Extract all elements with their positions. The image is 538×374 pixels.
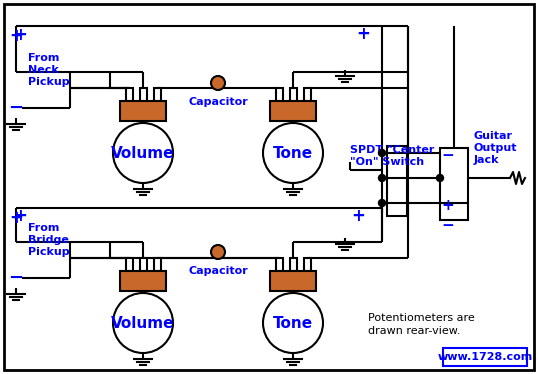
Text: Pickup: Pickup <box>28 247 69 257</box>
Circle shape <box>211 76 225 90</box>
Text: Neck: Neck <box>28 65 59 75</box>
Bar <box>303 88 310 101</box>
Bar <box>125 258 132 271</box>
Bar <box>289 258 296 271</box>
Text: Tone: Tone <box>273 316 313 331</box>
Bar <box>120 101 166 121</box>
Text: Tone: Tone <box>273 145 313 160</box>
Bar <box>153 88 160 101</box>
Text: SPDT "Center: SPDT "Center <box>350 145 434 155</box>
Circle shape <box>436 175 443 181</box>
Text: Pickup: Pickup <box>28 77 69 87</box>
Text: +: + <box>356 25 370 43</box>
Bar <box>153 258 160 271</box>
Circle shape <box>379 199 386 206</box>
Text: From: From <box>28 53 59 63</box>
Text: +: + <box>351 207 365 225</box>
Text: Volume: Volume <box>111 145 175 160</box>
Bar <box>139 88 146 101</box>
Circle shape <box>211 245 225 259</box>
Bar <box>270 271 316 291</box>
Bar <box>120 271 166 291</box>
Text: +: + <box>9 27 23 45</box>
Text: drawn rear-view.: drawn rear-view. <box>368 326 461 336</box>
Bar <box>440 148 468 220</box>
Text: Bridge: Bridge <box>28 235 69 245</box>
Text: +: + <box>13 207 27 225</box>
Circle shape <box>113 123 173 183</box>
Text: www.1728.com: www.1728.com <box>437 352 533 362</box>
Text: +: + <box>442 197 455 212</box>
Bar <box>125 88 132 101</box>
Circle shape <box>113 293 173 353</box>
Text: −: − <box>9 99 24 117</box>
Bar <box>270 101 316 121</box>
Text: −: − <box>9 269 24 287</box>
Text: −: − <box>442 218 455 233</box>
Circle shape <box>263 293 323 353</box>
Bar <box>289 88 296 101</box>
Text: Guitar: Guitar <box>474 131 513 141</box>
Text: +: + <box>13 26 27 44</box>
Text: −: − <box>442 147 455 162</box>
Bar <box>275 88 282 101</box>
Bar <box>303 258 310 271</box>
Text: From: From <box>28 223 59 233</box>
Bar <box>443 348 527 366</box>
Text: Capacitor: Capacitor <box>188 97 248 107</box>
Text: Potentiometers are: Potentiometers are <box>368 313 475 323</box>
Circle shape <box>379 150 386 156</box>
Text: Volume: Volume <box>111 316 175 331</box>
Text: "On" Switch: "On" Switch <box>350 157 424 167</box>
Circle shape <box>263 123 323 183</box>
Bar <box>275 258 282 271</box>
Bar <box>387 146 407 216</box>
Circle shape <box>379 175 386 181</box>
Text: Jack: Jack <box>474 155 499 165</box>
Text: Capacitor: Capacitor <box>188 266 248 276</box>
Text: Output: Output <box>474 143 518 153</box>
Bar <box>139 258 146 271</box>
Text: +: + <box>9 209 23 227</box>
